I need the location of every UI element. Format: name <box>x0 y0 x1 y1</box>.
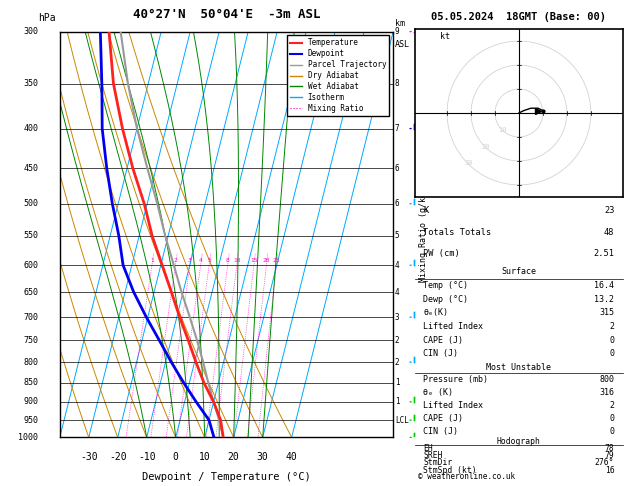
Text: 2: 2 <box>610 401 615 410</box>
Text: © weatheronline.co.uk: © weatheronline.co.uk <box>418 472 515 481</box>
Text: 0: 0 <box>610 427 615 435</box>
Text: -10: -10 <box>138 451 155 462</box>
Text: 700: 700 <box>23 312 38 322</box>
Text: Temp (°C): Temp (°C) <box>423 281 469 290</box>
Text: 650: 650 <box>23 288 38 296</box>
Text: 2: 2 <box>395 336 399 345</box>
Text: 5: 5 <box>395 231 399 241</box>
Text: 25: 25 <box>272 258 280 263</box>
Text: 316: 316 <box>599 388 615 397</box>
Text: Most Unstable: Most Unstable <box>486 363 552 371</box>
Text: 9: 9 <box>395 27 399 36</box>
Text: 16.4: 16.4 <box>594 281 615 290</box>
Text: CIN (J): CIN (J) <box>423 427 459 435</box>
Text: 20: 20 <box>228 451 240 462</box>
Text: 78: 78 <box>604 444 615 453</box>
Text: 20: 20 <box>481 143 489 150</box>
Text: hPa: hPa <box>38 14 56 23</box>
Text: -20: -20 <box>109 451 126 462</box>
Text: Surface: Surface <box>501 267 537 276</box>
Text: 600: 600 <box>23 260 38 270</box>
Text: K: K <box>423 206 429 215</box>
Text: 0: 0 <box>610 336 615 345</box>
Text: 40: 40 <box>286 451 298 462</box>
Text: 1000: 1000 <box>18 433 38 442</box>
Text: 10: 10 <box>498 127 506 133</box>
Text: 800: 800 <box>599 375 615 384</box>
Text: 0: 0 <box>610 414 615 423</box>
Text: θₑ(K): θₑ(K) <box>423 308 448 317</box>
Text: 315: 315 <box>599 308 615 317</box>
Text: 10: 10 <box>199 451 211 462</box>
Text: 900: 900 <box>23 398 38 406</box>
Text: 8: 8 <box>226 258 230 263</box>
Text: 5: 5 <box>207 258 211 263</box>
Text: Hodograph: Hodograph <box>497 436 541 446</box>
Text: 15: 15 <box>250 258 258 263</box>
Text: 30: 30 <box>257 451 269 462</box>
Text: StmSpd (kt): StmSpd (kt) <box>423 466 477 475</box>
Text: 10: 10 <box>233 258 240 263</box>
Text: Totals Totals: Totals Totals <box>423 227 492 237</box>
Text: 2: 2 <box>610 322 615 331</box>
Text: 20: 20 <box>263 258 270 263</box>
Text: 23: 23 <box>604 206 615 215</box>
Text: StmDir: StmDir <box>423 458 453 468</box>
Text: 13.2: 13.2 <box>594 295 615 304</box>
Text: 16: 16 <box>604 466 615 475</box>
Text: 2.51: 2.51 <box>593 249 615 259</box>
Text: 1: 1 <box>150 258 154 263</box>
Text: 79: 79 <box>604 451 615 460</box>
Text: 3: 3 <box>395 312 399 322</box>
Text: Mixing Ratio (g/kg): Mixing Ratio (g/kg) <box>419 187 428 282</box>
Text: 8: 8 <box>395 79 399 88</box>
Text: 350: 350 <box>23 79 38 88</box>
Text: Lifted Index: Lifted Index <box>423 322 484 331</box>
Text: 48: 48 <box>604 227 615 237</box>
Text: 3: 3 <box>188 258 192 263</box>
Text: CAPE (J): CAPE (J) <box>423 414 464 423</box>
Text: 276°: 276° <box>595 458 615 468</box>
Text: 300: 300 <box>23 27 38 36</box>
Text: km: km <box>395 18 405 28</box>
Text: 750: 750 <box>23 336 38 345</box>
Text: -30: -30 <box>80 451 97 462</box>
Text: 2: 2 <box>395 358 399 367</box>
Legend: Temperature, Dewpoint, Parcel Trajectory, Dry Adiabat, Wet Adiabat, Isotherm, Mi: Temperature, Dewpoint, Parcel Trajectory… <box>287 35 389 116</box>
Text: 4: 4 <box>199 258 203 263</box>
Text: 400: 400 <box>23 124 38 133</box>
Text: PW (cm): PW (cm) <box>423 249 460 259</box>
Text: 4: 4 <box>395 260 399 270</box>
Text: Dewpoint / Temperature (°C): Dewpoint / Temperature (°C) <box>142 472 311 482</box>
Text: LCL: LCL <box>395 416 409 425</box>
Text: 800: 800 <box>23 358 38 367</box>
Text: θₑ (K): θₑ (K) <box>423 388 454 397</box>
Text: 4: 4 <box>395 288 399 296</box>
Text: 2: 2 <box>174 258 177 263</box>
Text: CIN (J): CIN (J) <box>423 349 459 358</box>
Text: kt: kt <box>440 32 450 41</box>
Text: EH: EH <box>423 444 433 453</box>
Text: 950: 950 <box>23 416 38 425</box>
Text: 0: 0 <box>173 451 179 462</box>
Text: 6: 6 <box>395 164 399 173</box>
Text: 30: 30 <box>464 160 473 166</box>
Text: 550: 550 <box>23 231 38 241</box>
Text: 1: 1 <box>395 378 399 387</box>
Text: 40°27'N  50°04'E  -3m ASL: 40°27'N 50°04'E -3m ASL <box>133 8 320 21</box>
Text: 850: 850 <box>23 378 38 387</box>
Text: 500: 500 <box>23 199 38 208</box>
Text: 1: 1 <box>395 398 399 406</box>
Text: Pressure (mb): Pressure (mb) <box>423 375 489 384</box>
Text: 6: 6 <box>395 199 399 208</box>
Text: Lifted Index: Lifted Index <box>423 401 484 410</box>
Text: ASL: ASL <box>395 40 409 49</box>
Text: 05.05.2024  18GMT (Base: 00): 05.05.2024 18GMT (Base: 00) <box>431 12 606 22</box>
Text: Dewp (°C): Dewp (°C) <box>423 295 469 304</box>
Text: 450: 450 <box>23 164 38 173</box>
Text: 7: 7 <box>395 124 399 133</box>
Text: 0: 0 <box>610 349 615 358</box>
Text: SREH: SREH <box>423 451 443 460</box>
Text: CAPE (J): CAPE (J) <box>423 336 464 345</box>
